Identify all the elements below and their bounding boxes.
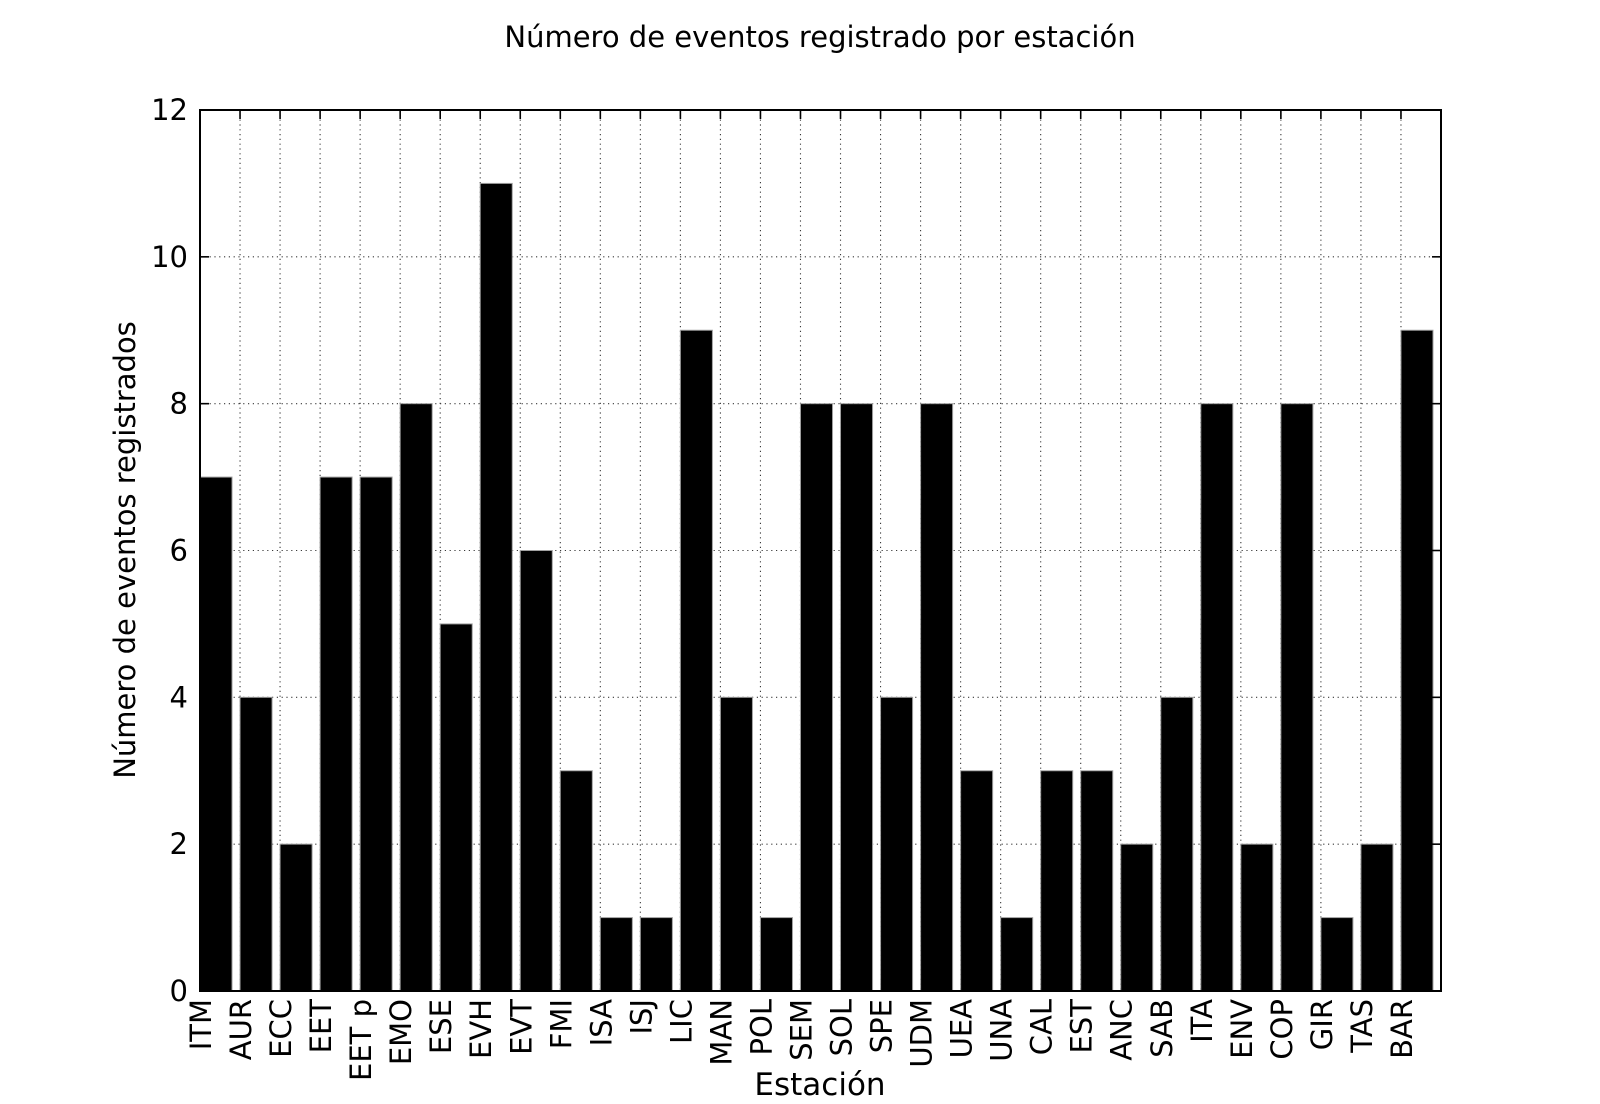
bar-ANC: [1120, 843, 1154, 992]
tick-labels-layer: 0 2 4 6 8 10 12 ITM AUR ECC EET EET p EMO ESE EVH EVT FM…: [151, 93, 1419, 1081]
x-tick-label: EET p: [344, 999, 378, 1081]
x-tick-label: CAL: [1025, 999, 1059, 1055]
bar-EET: [319, 476, 353, 992]
bar-BAR: [1400, 329, 1434, 992]
bar-LIC: [679, 329, 713, 992]
y-tick-label: 2: [170, 827, 188, 861]
y-tick-label: 8: [170, 387, 188, 421]
bar-ENV: [1240, 843, 1274, 992]
bar-ISA: [599, 917, 633, 992]
bar-ESE: [439, 623, 473, 992]
x-tick-label: ISJ: [624, 999, 658, 1035]
x-tick-label: SEM: [784, 999, 818, 1061]
bar-SAB: [1160, 696, 1194, 992]
bar-TAS: [1360, 843, 1394, 992]
bar-UEA: [960, 770, 994, 992]
bar-EVT: [519, 550, 553, 992]
bar-CAL: [1040, 770, 1074, 992]
x-tick-label: ISA: [584, 999, 618, 1046]
bar-SEM: [799, 403, 834, 992]
x-tick-label: TAS: [1345, 999, 1379, 1054]
bar-MAN: [719, 696, 753, 992]
bar-SPE: [880, 696, 914, 992]
bar-ISJ: [639, 917, 673, 992]
y-tick-label: 6: [170, 534, 188, 568]
bar-UDM: [920, 403, 954, 992]
x-tick-label: BAR: [1385, 999, 1419, 1059]
bar-EET p: [359, 476, 393, 992]
x-axis-label: Estación: [754, 1067, 885, 1100]
ticks-layer: [200, 110, 1441, 845]
x-tick-label: ITA: [1185, 999, 1219, 1043]
x-tick-label: EVT: [504, 999, 538, 1055]
bar-EVH: [479, 182, 513, 992]
x-tick-label: COP: [1265, 999, 1299, 1060]
bar-ITM: [199, 476, 233, 992]
y-tick-label: 10: [151, 240, 188, 274]
bar-GIR: [1320, 917, 1354, 992]
x-tick-label: ENV: [1225, 999, 1259, 1059]
bars-layer: [199, 182, 1434, 992]
x-tick-label: ECC: [264, 999, 298, 1058]
x-tick-label: ESE: [424, 999, 458, 1054]
x-tick-label: FMI: [544, 999, 578, 1049]
x-tick-label: ITM: [184, 999, 218, 1050]
x-tick-label: EMO: [384, 999, 418, 1065]
bar-UNA: [1000, 917, 1034, 992]
bar-EMO: [399, 403, 433, 992]
bar-SOL: [840, 403, 874, 992]
x-tick-label: LIC: [664, 999, 698, 1044]
bar-FMI: [559, 770, 593, 992]
x-tick-label: SOL: [825, 999, 859, 1056]
bar-COP: [1280, 403, 1314, 992]
y-tick-label: 0: [170, 974, 188, 1008]
chart-title: Número de eventos registrado por estació…: [504, 20, 1135, 54]
x-tick-label: GIR: [1305, 999, 1339, 1050]
axis-spines: [199, 109, 1442, 992]
bar-ECC: [279, 843, 313, 992]
bar-POL: [759, 917, 793, 992]
plot-border: [199, 109, 1442, 992]
y-tick-label: 12: [151, 93, 188, 127]
x-tick-label: EET: [304, 999, 338, 1054]
x-tick-label: EST: [1065, 999, 1099, 1054]
bar-AUR: [239, 696, 273, 992]
x-tick-label: UDM: [905, 999, 939, 1068]
x-tick-label: ANC: [1105, 999, 1139, 1061]
bar-ITA: [1200, 403, 1234, 992]
x-tick-label: UNA: [985, 999, 1019, 1062]
x-tick-label: MAN: [704, 999, 738, 1066]
y-tick-label: 4: [170, 680, 188, 714]
x-tick-label: AUR: [224, 999, 258, 1060]
x-tick-label: POL: [744, 999, 778, 1055]
x-tick-label: SPE: [865, 999, 899, 1053]
x-tick-label: SAB: [1145, 999, 1179, 1058]
y-axis-label: Número de eventos registrados: [108, 321, 142, 779]
x-tick-label: EVH: [464, 999, 498, 1059]
x-tick-label: UEA: [945, 999, 979, 1059]
bar-EST: [1080, 770, 1114, 992]
